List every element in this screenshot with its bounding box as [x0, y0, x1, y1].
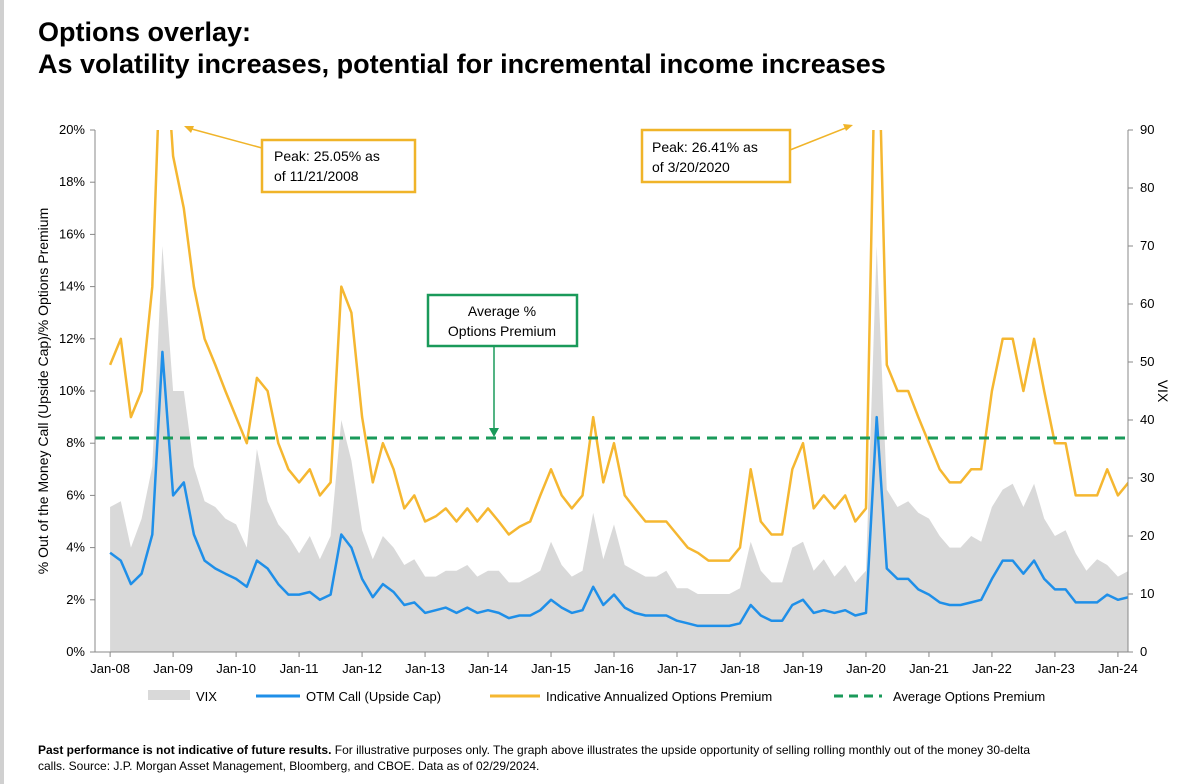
y-tick-label: 8%	[66, 435, 85, 450]
x-tick-label: Jan-24	[1098, 661, 1138, 676]
x-tick-label: Jan-20	[846, 661, 886, 676]
annotation-text: Average %	[468, 303, 536, 319]
y2-tick-label: 90	[1140, 122, 1154, 137]
annotation-text: Peak: 26.41% as	[652, 139, 758, 155]
y2-tick-label: 0	[1140, 644, 1147, 659]
legend-swatch	[148, 690, 190, 700]
x-tick-label: Jan-13	[405, 661, 445, 676]
y2-tick-label: 80	[1140, 180, 1154, 195]
footnote: Past performance is not indicative of fu…	[38, 743, 1030, 757]
x-tick-label: Jan-21	[909, 661, 949, 676]
y-tick-label: 14%	[59, 279, 85, 294]
annotation-box	[640, 128, 792, 184]
annotation-arrow	[187, 127, 263, 149]
chart-title: Options overlay:	[38, 17, 251, 47]
annotation-box	[426, 293, 579, 348]
y-tick-label: 20%	[59, 122, 85, 137]
y2-tick-label: 30	[1140, 470, 1154, 485]
y2-tick-label: 20	[1140, 528, 1154, 543]
annotation-text: Options Premium	[448, 323, 556, 339]
annotation-arrow	[789, 126, 849, 151]
footnote-bold: Past performance is not indicative of fu…	[38, 743, 331, 757]
chart-title: As volatility increases, potential for i…	[38, 49, 886, 79]
footnote-text: For illustrative purposes only. The grap…	[331, 743, 1030, 757]
arrow-head	[184, 126, 194, 133]
y-tick-label: 18%	[59, 174, 85, 189]
y2-tick-label: 60	[1140, 296, 1154, 311]
vix-area	[110, 246, 1128, 652]
y-tick-label: 4%	[66, 540, 85, 555]
y2-tick-label: 50	[1140, 354, 1154, 369]
x-tick-label: Jan-19	[783, 661, 823, 676]
footnote: calls. Source: J.P. Morgan Asset Managem…	[38, 759, 539, 773]
arrow-head	[843, 124, 853, 131]
y-tick-label: 6%	[66, 487, 85, 502]
series-line	[108, 130, 1128, 562]
left-edge	[0, 0, 4, 784]
y2-axis-label: VIX	[1155, 380, 1171, 403]
legend-label: Indicative Annualized Options Premium	[546, 689, 772, 704]
x-tick-label: Jan-22	[972, 661, 1012, 676]
y-tick-label: 10%	[59, 383, 85, 398]
x-tick-label: Jan-18	[720, 661, 760, 676]
legend-label: Average Options Premium	[893, 689, 1045, 704]
x-tick-label: Jan-09	[153, 661, 193, 676]
y2-tick-label: 70	[1140, 238, 1154, 253]
legend: VIX OTM Call (Upside Cap) Indicative Ann…	[148, 689, 1045, 704]
x-tick-label: Jan-15	[531, 661, 571, 676]
annotation-text: of 11/21/2008	[274, 168, 359, 184]
x-tick-label: Jan-12	[342, 661, 382, 676]
x-tick-label: Jan-08	[90, 661, 130, 676]
y-tick-label: 0%	[66, 644, 85, 659]
y2-tick-label: 10	[1140, 586, 1154, 601]
x-tick-label: Jan-14	[468, 661, 508, 676]
y2-tick-label: 40	[1140, 412, 1154, 427]
x-tick-label: Jan-23	[1035, 661, 1075, 676]
y-tick-label: 2%	[66, 592, 85, 607]
x-tick-label: Jan-11	[280, 661, 319, 676]
plot-area	[95, 130, 1128, 652]
annotation-text: of 3/20/2020	[652, 159, 730, 175]
x-tick-label: Jan-16	[594, 661, 634, 676]
y-tick-label: 12%	[59, 331, 85, 346]
annotation-text: Peak: 25.05% as	[274, 148, 380, 164]
legend-label: VIX	[196, 689, 217, 704]
y-axis-label: % Out of the Money Call (Upside Cap)/% O…	[35, 208, 51, 574]
y-tick-label: 16%	[59, 226, 85, 241]
x-tick-label: Jan-17	[657, 661, 697, 676]
annotation-box	[260, 138, 417, 194]
x-tick-label: Jan-10	[216, 661, 256, 676]
series-line	[109, 350, 1128, 628]
arrow-head	[489, 428, 499, 437]
legend-label: OTM Call (Upside Cap)	[306, 689, 441, 704]
